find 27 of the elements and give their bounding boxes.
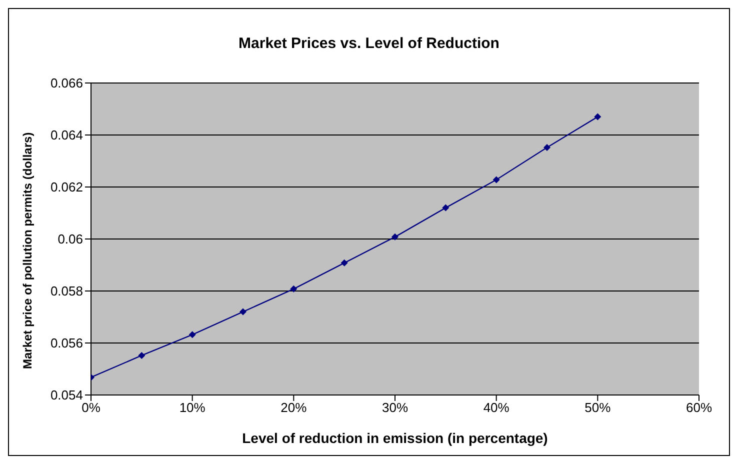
point bbox=[138, 352, 146, 359]
y-tick-label: 0.056 bbox=[50, 336, 83, 351]
y-tick-label: 0.058 bbox=[50, 284, 83, 299]
x-tick-label: 30% bbox=[382, 400, 408, 416]
y-tick-label: 0.054 bbox=[50, 388, 83, 403]
y-tick-label: 0.066 bbox=[50, 76, 83, 91]
y-tick-label: 0.064 bbox=[50, 128, 83, 143]
point bbox=[290, 285, 298, 292]
point bbox=[594, 113, 602, 120]
x-tick-label: 0% bbox=[82, 400, 101, 416]
x-tick-label: 60% bbox=[686, 400, 712, 416]
point bbox=[544, 144, 550, 151]
x-tick-label: 40% bbox=[483, 400, 510, 416]
point bbox=[442, 204, 450, 212]
point bbox=[340, 259, 348, 266]
y-tick-label: 0.062 bbox=[50, 180, 83, 195]
x-tick-label: 50% bbox=[584, 400, 612, 416]
y-axis-title: Market price of pollution permits (dollars) bbox=[20, 132, 34, 369]
point bbox=[240, 308, 246, 316]
x-tick-label: 20% bbox=[280, 400, 308, 416]
x-tick-label: 10% bbox=[179, 400, 206, 416]
point bbox=[188, 331, 196, 338]
x-axis-title: Level of reduction in emission (in percentage) bbox=[242, 430, 548, 446]
point bbox=[392, 233, 398, 240]
point bbox=[492, 176, 500, 184]
y-tick-label: 0.06 bbox=[58, 232, 83, 247]
chart-title: Market Prices vs. Level of Reduction bbox=[238, 35, 500, 52]
